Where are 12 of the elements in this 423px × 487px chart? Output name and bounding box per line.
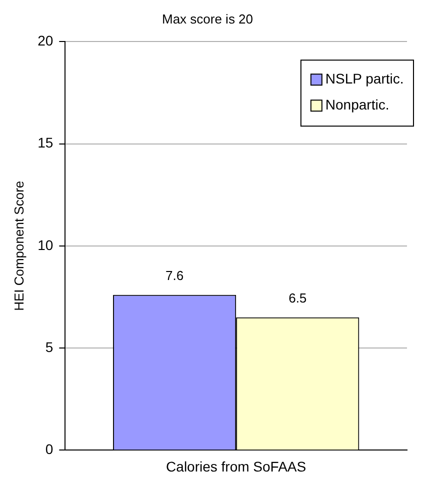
data-label: 6.5 [288,290,307,306]
legend-label: NSLP partic. [325,70,404,86]
y-tick-label: 20 [38,32,54,48]
y-tick-label: 0 [45,441,54,458]
y-tick-label: 10 [38,236,54,253]
y-axis-title: HEI Component Score [11,180,26,311]
y-tick-label: 15 [38,134,54,151]
legend-label: Nonpartic. [325,96,390,112]
y-tick-label: 5 [45,338,54,355]
x-tick-label: Calories from SoFAAS [166,458,306,474]
data-label: 7.6 [166,268,184,284]
chart-title: Max score is 20 [162,11,254,26]
